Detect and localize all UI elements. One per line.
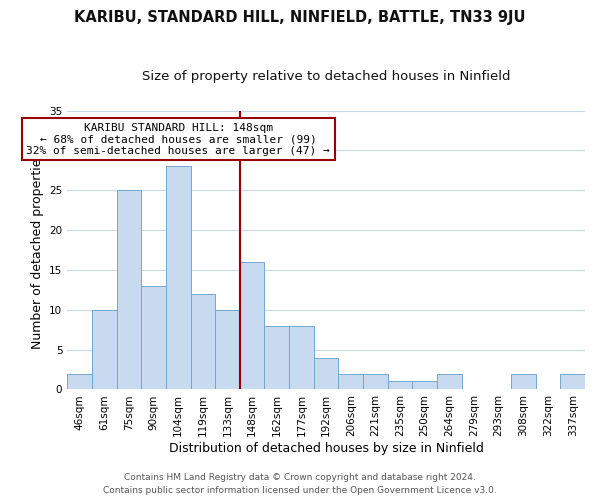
Bar	[412, 382, 437, 390]
Bar	[560, 374, 585, 390]
Bar	[141, 286, 166, 390]
Bar	[240, 262, 265, 390]
Bar	[67, 374, 92, 390]
Text: KARIBU, STANDARD HILL, NINFIELD, BATTLE, TN33 9JU: KARIBU, STANDARD HILL, NINFIELD, BATTLE,…	[74, 10, 526, 25]
Bar	[116, 190, 141, 390]
X-axis label: Distribution of detached houses by size in Ninfield: Distribution of detached houses by size …	[169, 442, 484, 455]
Bar	[437, 374, 462, 390]
Text: Contains HM Land Registry data © Crown copyright and database right 2024.
Contai: Contains HM Land Registry data © Crown c…	[103, 474, 497, 495]
Bar	[92, 310, 116, 390]
Y-axis label: Number of detached properties: Number of detached properties	[31, 152, 44, 348]
Bar	[166, 166, 191, 390]
Bar	[338, 374, 363, 390]
Title: Size of property relative to detached houses in Ninfield: Size of property relative to detached ho…	[142, 70, 511, 83]
Bar	[191, 294, 215, 390]
Bar	[265, 326, 289, 390]
Bar	[289, 326, 314, 390]
Bar	[511, 374, 536, 390]
Text: KARIBU STANDARD HILL: 148sqm
← 68% of detached houses are smaller (99)
32% of se: KARIBU STANDARD HILL: 148sqm ← 68% of de…	[26, 122, 330, 156]
Bar	[314, 358, 338, 390]
Bar	[388, 382, 412, 390]
Bar	[215, 310, 240, 390]
Bar	[363, 374, 388, 390]
